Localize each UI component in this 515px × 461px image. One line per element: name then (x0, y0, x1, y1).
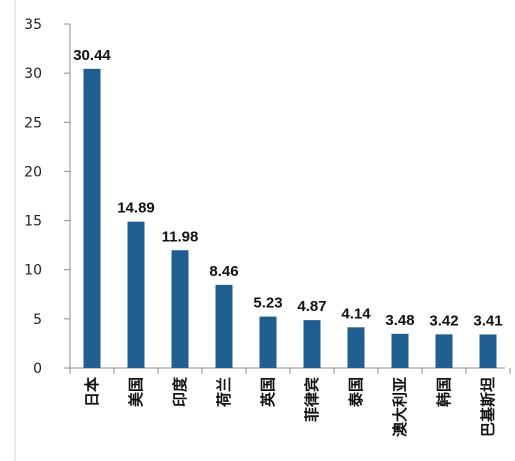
data-label: 30.44 (73, 47, 111, 64)
bar (259, 316, 277, 368)
data-label: 14.89 (117, 200, 155, 217)
bar (479, 334, 497, 368)
y-tick-label: 20 (24, 164, 42, 180)
y-tick-label: 10 (24, 263, 42, 279)
y-tick-label: 0 (33, 361, 42, 377)
category-label: 澳大利亚 (391, 377, 409, 437)
category-label: 泰国 (347, 377, 365, 408)
y-tick-label: 25 (24, 115, 42, 131)
category-label: 美国 (127, 377, 145, 407)
category-label: 韩国 (435, 377, 453, 407)
category-label: 菲律宾 (303, 377, 321, 422)
bar (171, 250, 189, 368)
bar (347, 327, 365, 368)
data-label: 3.41 (473, 312, 502, 329)
category-label: 印度 (171, 376, 189, 407)
y-tick-label: 15 (24, 214, 42, 230)
bars (83, 68, 497, 368)
y-tick-label: 30 (24, 66, 42, 82)
data-label: 3.42 (429, 312, 458, 329)
bar (303, 320, 321, 368)
bar (391, 333, 409, 368)
y-axis-ticks: 0 5 10 15 20 25 30 35 (24, 17, 511, 377)
bar (215, 284, 233, 368)
data-label: 4.87 (297, 298, 326, 315)
bar (83, 68, 101, 368)
category-labels: 日本 美国 印度 荷兰 英国 菲律宾 泰国 澳大利亚 韩国 巴基斯坦 (83, 376, 497, 437)
data-label: 4.14 (341, 305, 371, 322)
y-tick-label: 35 (24, 17, 42, 33)
category-label: 巴基斯坦 (479, 377, 497, 437)
data-label: 5.23 (253, 295, 282, 312)
data-label: 11.98 (162, 228, 199, 245)
category-label: 英国 (259, 377, 277, 407)
data-label: 3.48 (385, 312, 414, 329)
bar (127, 221, 145, 368)
category-label: 日本 (83, 377, 101, 407)
data-labels: 30.44 14.89 11.98 8.46 5.23 4.87 4.14 3.48 3.42 3… (73, 47, 502, 330)
category-label: 荷兰 (215, 377, 233, 407)
data-label: 8.46 (209, 263, 238, 280)
bar (435, 334, 453, 368)
y-tick-label: 5 (33, 312, 42, 328)
